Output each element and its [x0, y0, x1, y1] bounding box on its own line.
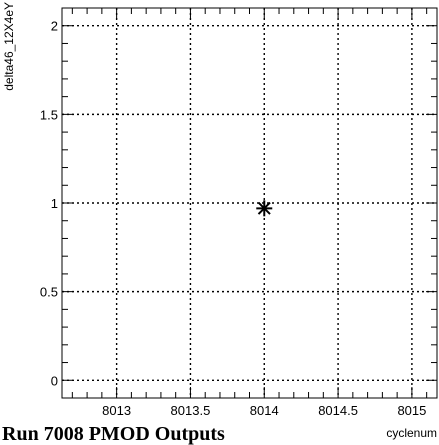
x-tick-label-0: 8013: [102, 403, 131, 418]
data-point-0-0: [256, 200, 273, 217]
x-tick-label-4: 8015: [397, 403, 426, 418]
y-tick-label-0: 0: [51, 373, 58, 388]
y-tick-label-4: 2: [51, 19, 58, 34]
chart-caption: Run 7008 PMOD Outputs: [2, 423, 225, 445]
data-points: [256, 200, 273, 217]
x-axis-title: cyclenum: [386, 426, 437, 440]
y-axis-title: delta46_12X4eY: [2, 2, 16, 91]
asterisk-stroke-d2: [257, 201, 271, 215]
x-tick-label-2: 8014: [250, 403, 279, 418]
axis-ticks: [62, 7, 437, 399]
y-tick-label-2: 1: [51, 196, 58, 211]
x-tick-label-1: 8013.5: [171, 403, 211, 418]
y-tick-label-3: 1.5: [40, 107, 58, 122]
tick-labels: 8013 8013.5 8014 8014.5 8015 0 0.5 1 1.5 2: [40, 19, 426, 418]
grid: [62, 8, 437, 398]
y-tick-label-1: 0.5: [40, 285, 58, 300]
x-tick-label-3: 8014.5: [318, 403, 358, 418]
